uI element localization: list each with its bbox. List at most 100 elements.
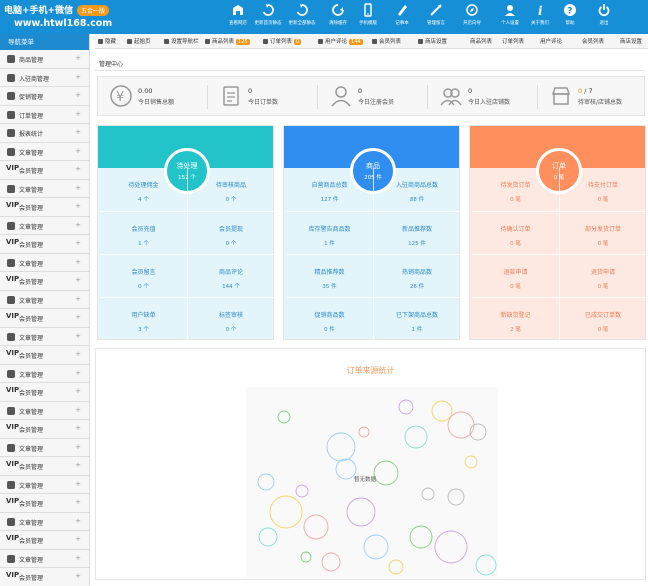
panel-cell-link[interactable]: 会员充值 1 个 [100,211,188,254]
panel-cell-link[interactable]: 待发货订单 0 笔 [472,168,560,211]
panel-cell-link[interactable]: 已成交订单数 0 笔 [559,297,647,340]
sidebar-item[interactable]: VIP 会员管理 + [0,383,89,402]
expand-plus-icon[interactable]: + [75,516,81,525]
sidebar-item[interactable]: VIP 会员管理 + [0,346,89,365]
panel-cell-link[interactable]: 用户缺单 3 个 [100,297,188,340]
toolbar-note-button[interactable]: 记事本 [384,3,420,33]
sidebar-item[interactable]: VIP 会员管理 + [0,568,89,586]
expand-plus-icon[interactable]: + [75,535,81,543]
toolbar-phone-button[interactable]: 手机模版 [350,3,386,33]
sidebar-item[interactable]: 文章管理 + [0,179,89,198]
sidebar-item[interactable]: 文章管理 + [0,401,89,420]
expand-plus-icon[interactable]: + [75,72,81,81]
toolbar-store-button[interactable]: 查看网店 [220,3,256,33]
sidebar-item[interactable]: 商品管理 + [0,50,89,69]
expand-plus-icon[interactable]: + [75,331,81,340]
expand-plus-icon[interactable]: + [75,202,81,210]
expand-plus-icon[interactable]: + [75,572,81,580]
panel-cell-link[interactable]: 待处理佣金 4 个 [100,168,188,211]
panel-cell-link[interactable]: 入驻商商品总数 88 件 [373,168,461,211]
quick-nav-item[interactable]: 起始页 [127,37,151,45]
panel-cell-link[interactable]: 会员留言 0 个 [100,254,188,297]
quick-nav-item[interactable]: 会员列表 [372,37,401,45]
panel-cell-link[interactable]: 自营商品总数 127 件 [286,168,374,211]
sidebar-item[interactable]: 促销管理 + [0,87,89,106]
expand-plus-icon[interactable]: + [75,387,81,395]
quick-nav-item[interactable]: 用户评论 [540,37,562,45]
toolbar-refresh-button[interactable]: 更新首页静态 [250,3,286,33]
sidebar-item[interactable]: 报表统计 + [0,124,89,143]
toolbar-info-button[interactable]: i 关于我们 [522,3,558,33]
expand-plus-icon[interactable]: + [75,257,81,266]
expand-plus-icon[interactable]: + [75,128,81,136]
expand-plus-icon[interactable]: + [75,276,81,284]
quick-nav-item[interactable]: 设置导航栏 [164,37,199,45]
quick-nav-item[interactable]: 商店设置 [620,37,642,45]
sidebar-item[interactable]: VIP 会员管理 + [0,494,89,513]
sidebar-item[interactable]: VIP 会员管理 + [0,161,89,180]
sidebar-item[interactable]: VIP 会员管理 + [0,420,89,439]
expand-plus-icon[interactable]: + [75,109,81,118]
toolbar-user-button[interactable]: 个人设置 [492,3,528,33]
sidebar-item[interactable]: VIP 会员管理 + [0,309,89,328]
toolbar-guide-button[interactable]: 开店向导 [454,3,490,33]
sidebar-item[interactable]: 订单管理 + [0,105,89,124]
quick-nav-item[interactable]: 商品列表 [470,37,492,45]
expand-plus-icon[interactable]: + [75,442,81,451]
expand-plus-icon[interactable]: + [75,313,81,321]
expand-plus-icon[interactable]: + [75,553,81,562]
panel-cell-link[interactable]: 会员提现 0 个 [187,211,275,254]
panel-cell-link[interactable]: 热销商品数 26 件 [373,254,461,297]
sidebar-item[interactable]: 文章管理 + [0,364,89,383]
sidebar-item[interactable]: VIP 会员管理 + [0,235,89,254]
expand-plus-icon[interactable]: + [75,498,81,506]
sidebar-item[interactable]: 文章管理 + [0,438,89,457]
sidebar-item[interactable]: 文章管理 + [0,549,89,568]
expand-plus-icon[interactable]: + [75,294,81,303]
panel-cell-link[interactable]: 待确认订单 0 笔 [472,211,560,254]
sidebar-item[interactable]: VIP 会员管理 + [0,198,89,217]
quick-nav-item[interactable]: 隐藏 [98,37,116,45]
panel-cell-link[interactable]: 库存警告商品数 1 件 [286,211,374,254]
toolbar-power-button[interactable]: 退出 [586,3,622,33]
panel-cell-link[interactable]: 已下架商品总数 1 件 [373,297,461,340]
expand-plus-icon[interactable]: + [75,239,81,247]
panel-cell-link[interactable]: 精品推荐数 35 件 [286,254,374,297]
sidebar-item[interactable]: 文章管理 + [0,290,89,309]
expand-plus-icon[interactable]: + [75,54,81,62]
expand-plus-icon[interactable]: + [75,368,81,377]
toolbar-msg-button[interactable]: 管理留言 [418,3,454,33]
expand-plus-icon[interactable]: + [75,479,81,488]
panel-cell-link[interactable]: 标签审核 0 个 [187,297,275,340]
expand-plus-icon[interactable]: + [75,461,81,469]
panel-cell-link[interactable]: 待支付订单 0 笔 [559,168,647,211]
toolbar-clear-button[interactable]: 清除缓存 [320,3,356,33]
panel-cell-link[interactable]: 新品推荐数 125 件 [373,211,461,254]
panel-cell-link[interactable]: 商品评论 144 个 [187,254,275,297]
sidebar-item[interactable]: 文章管理 + [0,512,89,531]
sidebar-item[interactable]: 文章管理 + [0,216,89,235]
quick-nav-item[interactable]: 会员列表 [582,37,604,45]
quick-nav-item[interactable]: 用户评论 144 [318,37,363,45]
sidebar-item[interactable]: VIP 会员管理 + [0,531,89,550]
quick-nav-item[interactable]: 订单列表 0 [263,37,302,45]
expand-plus-icon[interactable]: + [75,405,81,414]
sidebar-item[interactable]: 入驻商管理 + [0,68,89,87]
sidebar-item[interactable]: VIP 会员管理 + [0,457,89,476]
sidebar-item[interactable]: 文章管理 + [0,142,89,161]
expand-plus-icon[interactable]: + [75,183,81,192]
toolbar-refresh-button[interactable]: 更新全部静态 [284,3,320,33]
panel-cell-link[interactable]: 退货申请 0 笔 [559,254,647,297]
quick-nav-item[interactable]: 商品列表 125 [205,37,250,45]
panel-cell-link[interactable]: 新缺货登记 2 笔 [472,297,560,340]
sidebar-item[interactable]: 文章管理 + [0,327,89,346]
quick-nav-item[interactable]: 订单列表 [502,37,524,45]
expand-plus-icon[interactable]: + [75,424,81,432]
expand-plus-icon[interactable]: + [75,91,81,99]
expand-plus-icon[interactable]: + [75,146,81,155]
panel-cell-link[interactable]: 部分发货订单 0 笔 [559,211,647,254]
panel-cell-link[interactable]: 待审核商品 0 个 [187,168,275,211]
expand-plus-icon[interactable]: + [75,165,81,173]
quick-nav-item[interactable]: 商店设置 [418,37,447,45]
sidebar-item[interactable]: 文章管理 + [0,253,89,272]
